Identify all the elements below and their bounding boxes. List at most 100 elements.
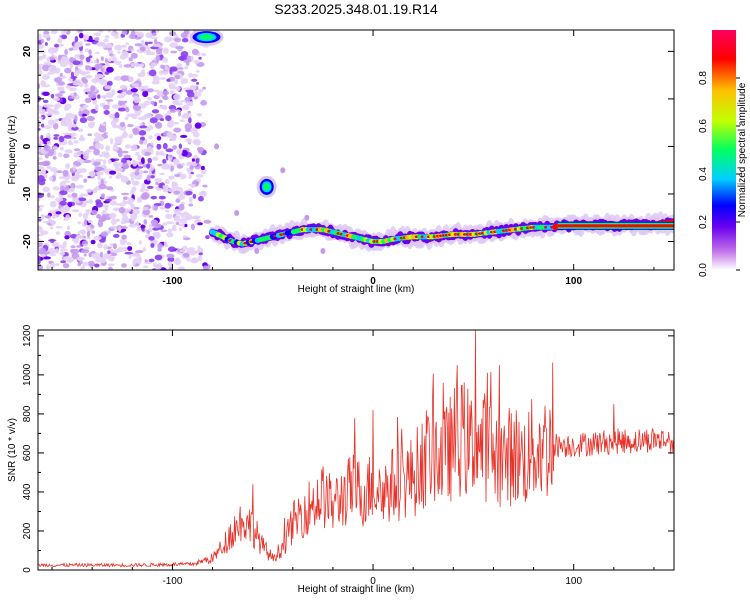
noise-speckle [67, 225, 71, 231]
noise-speckle [143, 138, 148, 145]
spectrogram-y-tick-label: -20 [22, 234, 33, 249]
noise-speckle [39, 204, 44, 208]
noise-speckle [88, 252, 92, 258]
noise-speckle [182, 235, 188, 239]
noise-speckle [191, 48, 199, 56]
noise-speckle [142, 265, 149, 269]
noise-speckle [48, 217, 52, 222]
noise-speckle [82, 34, 90, 40]
noise-speckle [63, 57, 70, 63]
noise-speckle [91, 78, 100, 84]
colorbar-label: Normalized spectral amplitude [737, 82, 748, 217]
noise-speckle [137, 258, 142, 265]
noise-speckle [105, 62, 110, 67]
noise-speckle [188, 249, 197, 256]
noise-speckle [76, 256, 85, 261]
noise-speckle [100, 231, 109, 237]
noise-speckle [188, 203, 194, 207]
noise-speckle [164, 202, 171, 209]
noise-speckle [38, 115, 39, 117]
noise-speckle [132, 259, 137, 266]
noise-speckle [85, 56, 91, 63]
noise-speckle [184, 123, 193, 131]
noise-speckle [197, 222, 203, 226]
noise-speckle [38, 109, 46, 115]
noise-speckle [182, 225, 186, 229]
noise-speckle [68, 87, 77, 92]
noise-speckle [57, 81, 65, 86]
noise-speckle [60, 58, 65, 65]
noise-speckle [108, 57, 112, 63]
noise-speckle [81, 262, 89, 266]
noise-speckle [187, 183, 196, 187]
noise-speckle [148, 236, 155, 241]
noise-speckle [103, 110, 110, 115]
noise-speckle [178, 203, 185, 211]
noise-speckle [38, 33, 42, 41]
noise-speckle [193, 139, 201, 146]
noise-speckle [103, 38, 109, 43]
noise-speckle [120, 91, 127, 97]
noise-speckle [193, 60, 200, 64]
noise-speckle [146, 185, 154, 189]
noise-speckle [74, 71, 80, 77]
spectrogram-heat-layer [31, 30, 674, 270]
noise-speckle [168, 261, 173, 267]
noise-speckle [72, 164, 76, 172]
noise-speckle [103, 244, 108, 250]
noise-speckle [94, 37, 100, 41]
noise-speckle [153, 89, 160, 93]
noise-speckle [180, 162, 185, 166]
noise-speckle [109, 212, 117, 219]
noise-speckle [179, 218, 188, 224]
noise-speckle [142, 90, 149, 98]
snr-x-ticks: -100 0 100 [51, 330, 655, 587]
snr-y-tick-label: 800 [22, 405, 33, 422]
noise-speckle [188, 117, 192, 124]
noise-speckle [155, 181, 159, 186]
noise-speckle [141, 88, 146, 92]
noise-speckle [198, 88, 204, 93]
noise-speckle [46, 140, 52, 145]
noise-speckle [31, 60, 35, 66]
noise-speckle [79, 54, 85, 60]
noise-speckle [130, 30, 136, 37]
noise-speckle [32, 260, 36, 266]
noise-speckle [175, 109, 181, 112]
noise-speckle [102, 159, 107, 165]
noise-speckle [147, 41, 153, 44]
noise-speckle [78, 110, 83, 117]
noise-speckle [121, 192, 130, 196]
noise-speckle [139, 139, 144, 145]
noise-speckle [175, 198, 181, 203]
noise-speckle [131, 180, 140, 186]
noise-speckle [65, 163, 71, 170]
noise-speckle [147, 125, 154, 130]
noise-speckle [176, 87, 181, 91]
noise-speckle [90, 263, 94, 269]
noise-speckle [43, 125, 52, 129]
noise-speckle [160, 229, 168, 232]
noise-speckle [166, 78, 171, 82]
noise-speckle [109, 137, 114, 145]
noise-speckle [191, 78, 198, 82]
noise-speckle [70, 248, 75, 254]
noise-speckle [84, 83, 89, 88]
noise-speckle [172, 224, 177, 229]
noise-speckle [152, 219, 157, 224]
noise-speckle [64, 49, 68, 56]
noise-speckle [58, 176, 65, 179]
noise-speckle [146, 229, 150, 235]
noise-speckle [174, 37, 181, 43]
faint-speckle [254, 247, 260, 254]
noise-speckle [38, 55, 44, 60]
noise-speckle [107, 250, 111, 254]
noise-speckle [70, 71, 74, 78]
noise-speckle [84, 74, 93, 79]
noise-speckle [103, 152, 110, 159]
noise-speckle [135, 221, 140, 226]
noise-speckle [130, 88, 138, 93]
noise-speckle [117, 51, 121, 54]
